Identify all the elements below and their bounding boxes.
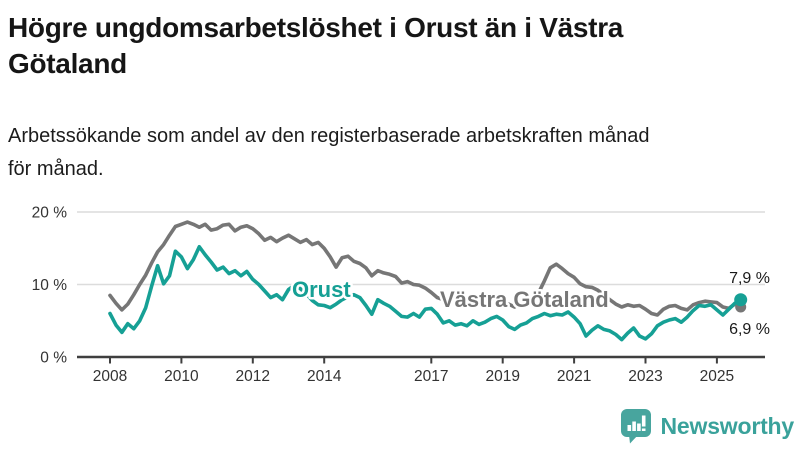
series-line-orust — [108, 244, 743, 342]
page-title-line-2: Götaland — [8, 48, 127, 79]
chart-header: Högre ungdomsarbetslöshet i Orust än i V… — [0, 0, 800, 186]
y-tick-label-0: 0 % — [40, 350, 67, 367]
x-tick-label-2025: 2025 — [700, 368, 734, 385]
x-tick-label-2023: 2023 — [628, 368, 662, 385]
unemployment-line-chart: 20 % 10 % 0 % 2008 2010 2012 2014 2017 2019 2021 2… — [32, 205, 770, 386]
x-tick-label-2021: 2021 — [557, 368, 591, 385]
y-tick-label-10: 10 % — [32, 277, 68, 294]
brand-name: Newsworthy — [660, 412, 795, 439]
y-tick-label-20: 20 % — [32, 205, 68, 222]
series-label-vastra-gotaland: Västra Götaland — [440, 287, 609, 312]
bar-chart-speech-bubble-icon — [620, 409, 651, 444]
x-tick-label-2019: 2019 — [485, 368, 519, 385]
x-tick-label-2010: 2010 — [164, 368, 199, 385]
x-tick-label-2012: 2012 — [236, 368, 270, 385]
series-line-vastra-gotaland — [108, 220, 743, 317]
series-label-orust: Orust — [292, 277, 351, 302]
page-title-line-1: Högre ungdomsarbetslöshet i Orust än i V… — [8, 12, 624, 43]
chart-subtitle: Arbetssökande som andel av den registerb… — [8, 120, 790, 186]
newsworthy-logo: Newsworthy — [620, 408, 794, 444]
x-tick-label-2014: 2014 — [307, 368, 342, 385]
x-tick-label-2008: 2008 — [93, 368, 127, 385]
chart-subtitle-line-1: Arbetssökande som andel av den registerb… — [8, 125, 650, 147]
x-tick-label-2017: 2017 — [414, 368, 448, 385]
end-value-label-orust: 7,9 % — [729, 270, 770, 287]
end-value-label-vastra-gotaland: 6,9 % — [729, 321, 770, 338]
chart-subtitle-line-2: för månad. — [8, 158, 104, 180]
end-dot-orust — [734, 293, 748, 307]
